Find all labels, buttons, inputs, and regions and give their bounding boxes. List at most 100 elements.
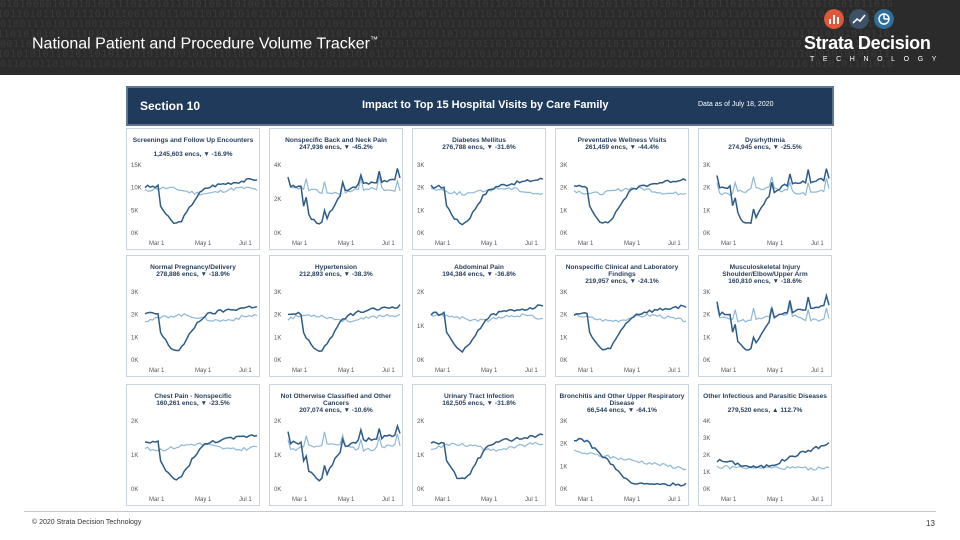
chart-panel: Bronchitis and Other Upper Respiratory D…: [555, 384, 689, 506]
y-tick-label: 5K: [131, 208, 138, 214]
y-tick-label: 10K: [131, 186, 142, 192]
panel-subtitle: 247,936 encs, ▼ -45.2%: [299, 144, 373, 151]
y-tick-label: 1K: [560, 208, 567, 214]
panel-title: Musculoskeletal Injury Shoulder/Elbow/Up…: [722, 264, 808, 278]
x-tick-label: May 1: [481, 497, 498, 503]
series-line-baseline: [716, 465, 830, 471]
brand-logo: Strata Decision: [804, 33, 931, 53]
panel-title: Not Otherwise Classified and Other Cance…: [280, 393, 392, 407]
y-tick-label: 0K: [417, 487, 424, 493]
series-line-current: [430, 177, 544, 226]
y-tick-label: 1K: [703, 335, 710, 341]
y-tick-label: 3K: [703, 163, 710, 169]
x-tick-label: Mar 1: [149, 497, 165, 503]
y-tick-label: 2K: [560, 186, 567, 192]
binary-row: 0100111010101001010011010110101010100111…: [0, 19, 894, 30]
panel-title: Hypertension: [314, 264, 358, 271]
y-tick-label: 2K: [417, 419, 424, 425]
x-tick-label: Mar 1: [578, 241, 594, 247]
panel-title: Nonspecific Back and Neck Pain: [285, 137, 387, 144]
x-tick-label: Jul 1: [239, 497, 252, 503]
y-tick-label: 0K: [131, 231, 138, 237]
chart-panel: Chest Pain - Nonspecific 160,261 encs, ▼ …: [126, 384, 260, 506]
x-tick-label: Jul 1: [668, 368, 681, 374]
y-tick-label: 2K: [274, 419, 281, 425]
y-tick-label: 0K: [274, 358, 281, 364]
x-tick-label: Jul 1: [382, 241, 395, 247]
panel-title: Normal Pregnancy/Delivery: [150, 264, 236, 271]
x-tick-label: Mar 1: [578, 497, 594, 503]
section-label: Section 10: [140, 99, 201, 113]
panel-title: Dysrhythmia: [745, 137, 785, 144]
panel-title: Urinary Tract Infection: [444, 393, 514, 400]
x-tick-label: Jul 1: [811, 497, 824, 503]
x-tick-label: May 1: [338, 368, 355, 374]
x-tick-label: Mar 1: [292, 241, 308, 247]
chart-panel: Not Otherwise Classified and Other Cance…: [269, 384, 403, 506]
series-line-current: [144, 434, 258, 481]
y-tick-label: 2K: [703, 453, 710, 459]
y-tick-label: 0K: [560, 231, 567, 237]
x-tick-label: Jul 1: [668, 497, 681, 503]
line-chart: 2K 1K 0K Mar 1 May 1 Jul 1: [417, 290, 544, 374]
chart-panel: Musculoskeletal Injury Shoulder/Elbow/Up…: [698, 255, 832, 377]
panel-subtitle: 219,957 encs, ▼ -24.1%: [585, 278, 659, 285]
series-line-baseline: [430, 313, 544, 323]
panel-title: Screenings and Follow Up Encounters: [132, 137, 254, 144]
x-tick-label: May 1: [767, 497, 784, 503]
y-tick-label: 1K: [417, 208, 424, 214]
y-tick-label: 3K: [560, 290, 567, 296]
line-chart: 3K 2K 1K 0K Mar 1 May 1 Jul 1: [560, 419, 687, 503]
series-line-current: [716, 168, 830, 225]
y-tick-label: 1K: [417, 324, 424, 330]
x-tick-label: Jul 1: [525, 497, 538, 503]
series-line-baseline: [144, 186, 258, 196]
chart-panel: Screenings and Follow Up Encounters 1,245…: [126, 128, 260, 250]
trend-line-icon: [849, 9, 869, 29]
x-tick-label: May 1: [338, 497, 355, 503]
y-tick-label: 0K: [560, 487, 567, 493]
chart-panel: Nonspecific Back and Neck Pain 247,936 en…: [269, 128, 403, 250]
y-tick-label: 1K: [417, 453, 424, 459]
chart-panel: Other Infectious and Parasitic Diseases 2…: [698, 384, 832, 506]
panel-subtitle: 207,074 encs, ▼ -10.6%: [299, 407, 373, 414]
series-line-current: [573, 437, 687, 487]
x-tick-label: Mar 1: [435, 497, 451, 503]
x-tick-label: May 1: [481, 241, 498, 247]
y-tick-label: 2K: [274, 313, 281, 319]
line-chart: 3K 2K 1K 0K Mar 1 May 1 Jul 1: [560, 290, 687, 374]
series-line-baseline: [573, 449, 687, 471]
y-tick-label: 0K: [131, 487, 138, 493]
panel-title: Nonspecific Clinical and Laboratory Find…: [565, 264, 679, 278]
panel-subtitle: 160,261 encs, ▼ -23.5%: [156, 400, 230, 407]
line-chart: 4K 2K 0K Mar 1 May 1 Jul 1: [274, 163, 401, 247]
x-tick-label: Jul 1: [811, 368, 824, 374]
x-tick-label: May 1: [338, 241, 355, 247]
panel-subtitle: 212,893 encs, ▼ -38.3%: [299, 271, 373, 278]
bar-chart-icon: [824, 9, 844, 29]
pie-chart-icon: [874, 9, 894, 29]
panel-subtitle: 1,245,603 encs, ▼ -16.9%: [153, 151, 233, 158]
panel-subtitle: 274,945 encs, ▼ -25.5%: [728, 144, 802, 151]
y-tick-label: 2K: [560, 442, 567, 448]
x-tick-label: Jul 1: [668, 241, 681, 247]
panel-subtitle: 194,384 encs, ▼ -36.8%: [442, 271, 516, 278]
y-tick-label: 2K: [703, 313, 710, 319]
y-tick-label: 1K: [131, 335, 138, 341]
footer-divider: [24, 511, 936, 512]
y-tick-label: 3K: [274, 290, 281, 296]
x-tick-label: May 1: [195, 241, 212, 247]
x-tick-label: Mar 1: [721, 368, 737, 374]
x-tick-label: Jul 1: [811, 241, 824, 247]
line-chart: 2K 1K 0K Mar 1 May 1 Jul 1: [131, 419, 258, 503]
y-tick-label: 0K: [703, 231, 710, 237]
chart-panel: Diabetes Mellitus 276,788 encs, ▼ -31.6% 3…: [412, 128, 546, 250]
x-tick-label: Mar 1: [149, 368, 165, 374]
x-tick-label: May 1: [481, 368, 498, 374]
binary-row: 0110101101001011010101001101010110101101…: [0, 59, 894, 70]
y-tick-label: 2K: [131, 419, 138, 425]
y-tick-label: 15K: [131, 163, 142, 169]
series-line-current: [144, 305, 258, 352]
y-tick-label: 4K: [274, 163, 281, 169]
y-tick-label: 1K: [274, 335, 281, 341]
